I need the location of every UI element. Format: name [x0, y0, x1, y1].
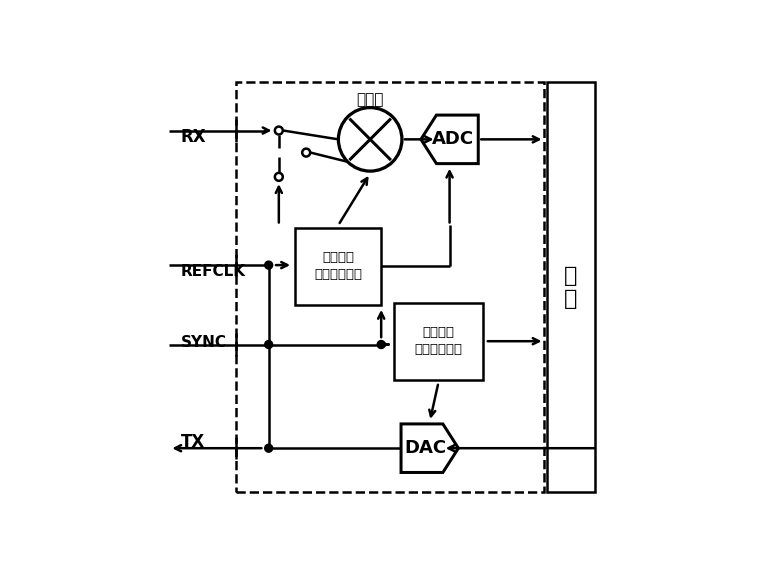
Polygon shape [421, 115, 478, 164]
Circle shape [265, 261, 272, 269]
Circle shape [275, 127, 283, 135]
Text: RX: RX [180, 128, 206, 146]
Text: TX: TX [180, 433, 205, 450]
Text: REFCLK: REFCLK [180, 264, 246, 279]
Circle shape [302, 148, 310, 156]
Bar [546, 82, 595, 492]
Text: ADC: ADC [432, 130, 475, 148]
Bar [236, 82, 544, 492]
Circle shape [377, 340, 385, 348]
Text: 数
字: 数 字 [564, 265, 578, 309]
Text: SYNC: SYNC [180, 335, 227, 350]
Text: 混频器: 混频器 [356, 92, 384, 107]
Circle shape [265, 444, 272, 452]
Circle shape [339, 108, 402, 171]
Bar [394, 303, 482, 380]
Text: 接收本振
（小数频综）: 接收本振 （小数频综） [314, 251, 362, 281]
Text: 发射本振
（整数频综）: 发射本振 （整数频综） [415, 326, 463, 356]
Circle shape [265, 340, 272, 348]
Circle shape [275, 173, 283, 181]
Bar [295, 227, 381, 305]
Polygon shape [401, 424, 458, 473]
Text: DAC: DAC [405, 439, 447, 457]
